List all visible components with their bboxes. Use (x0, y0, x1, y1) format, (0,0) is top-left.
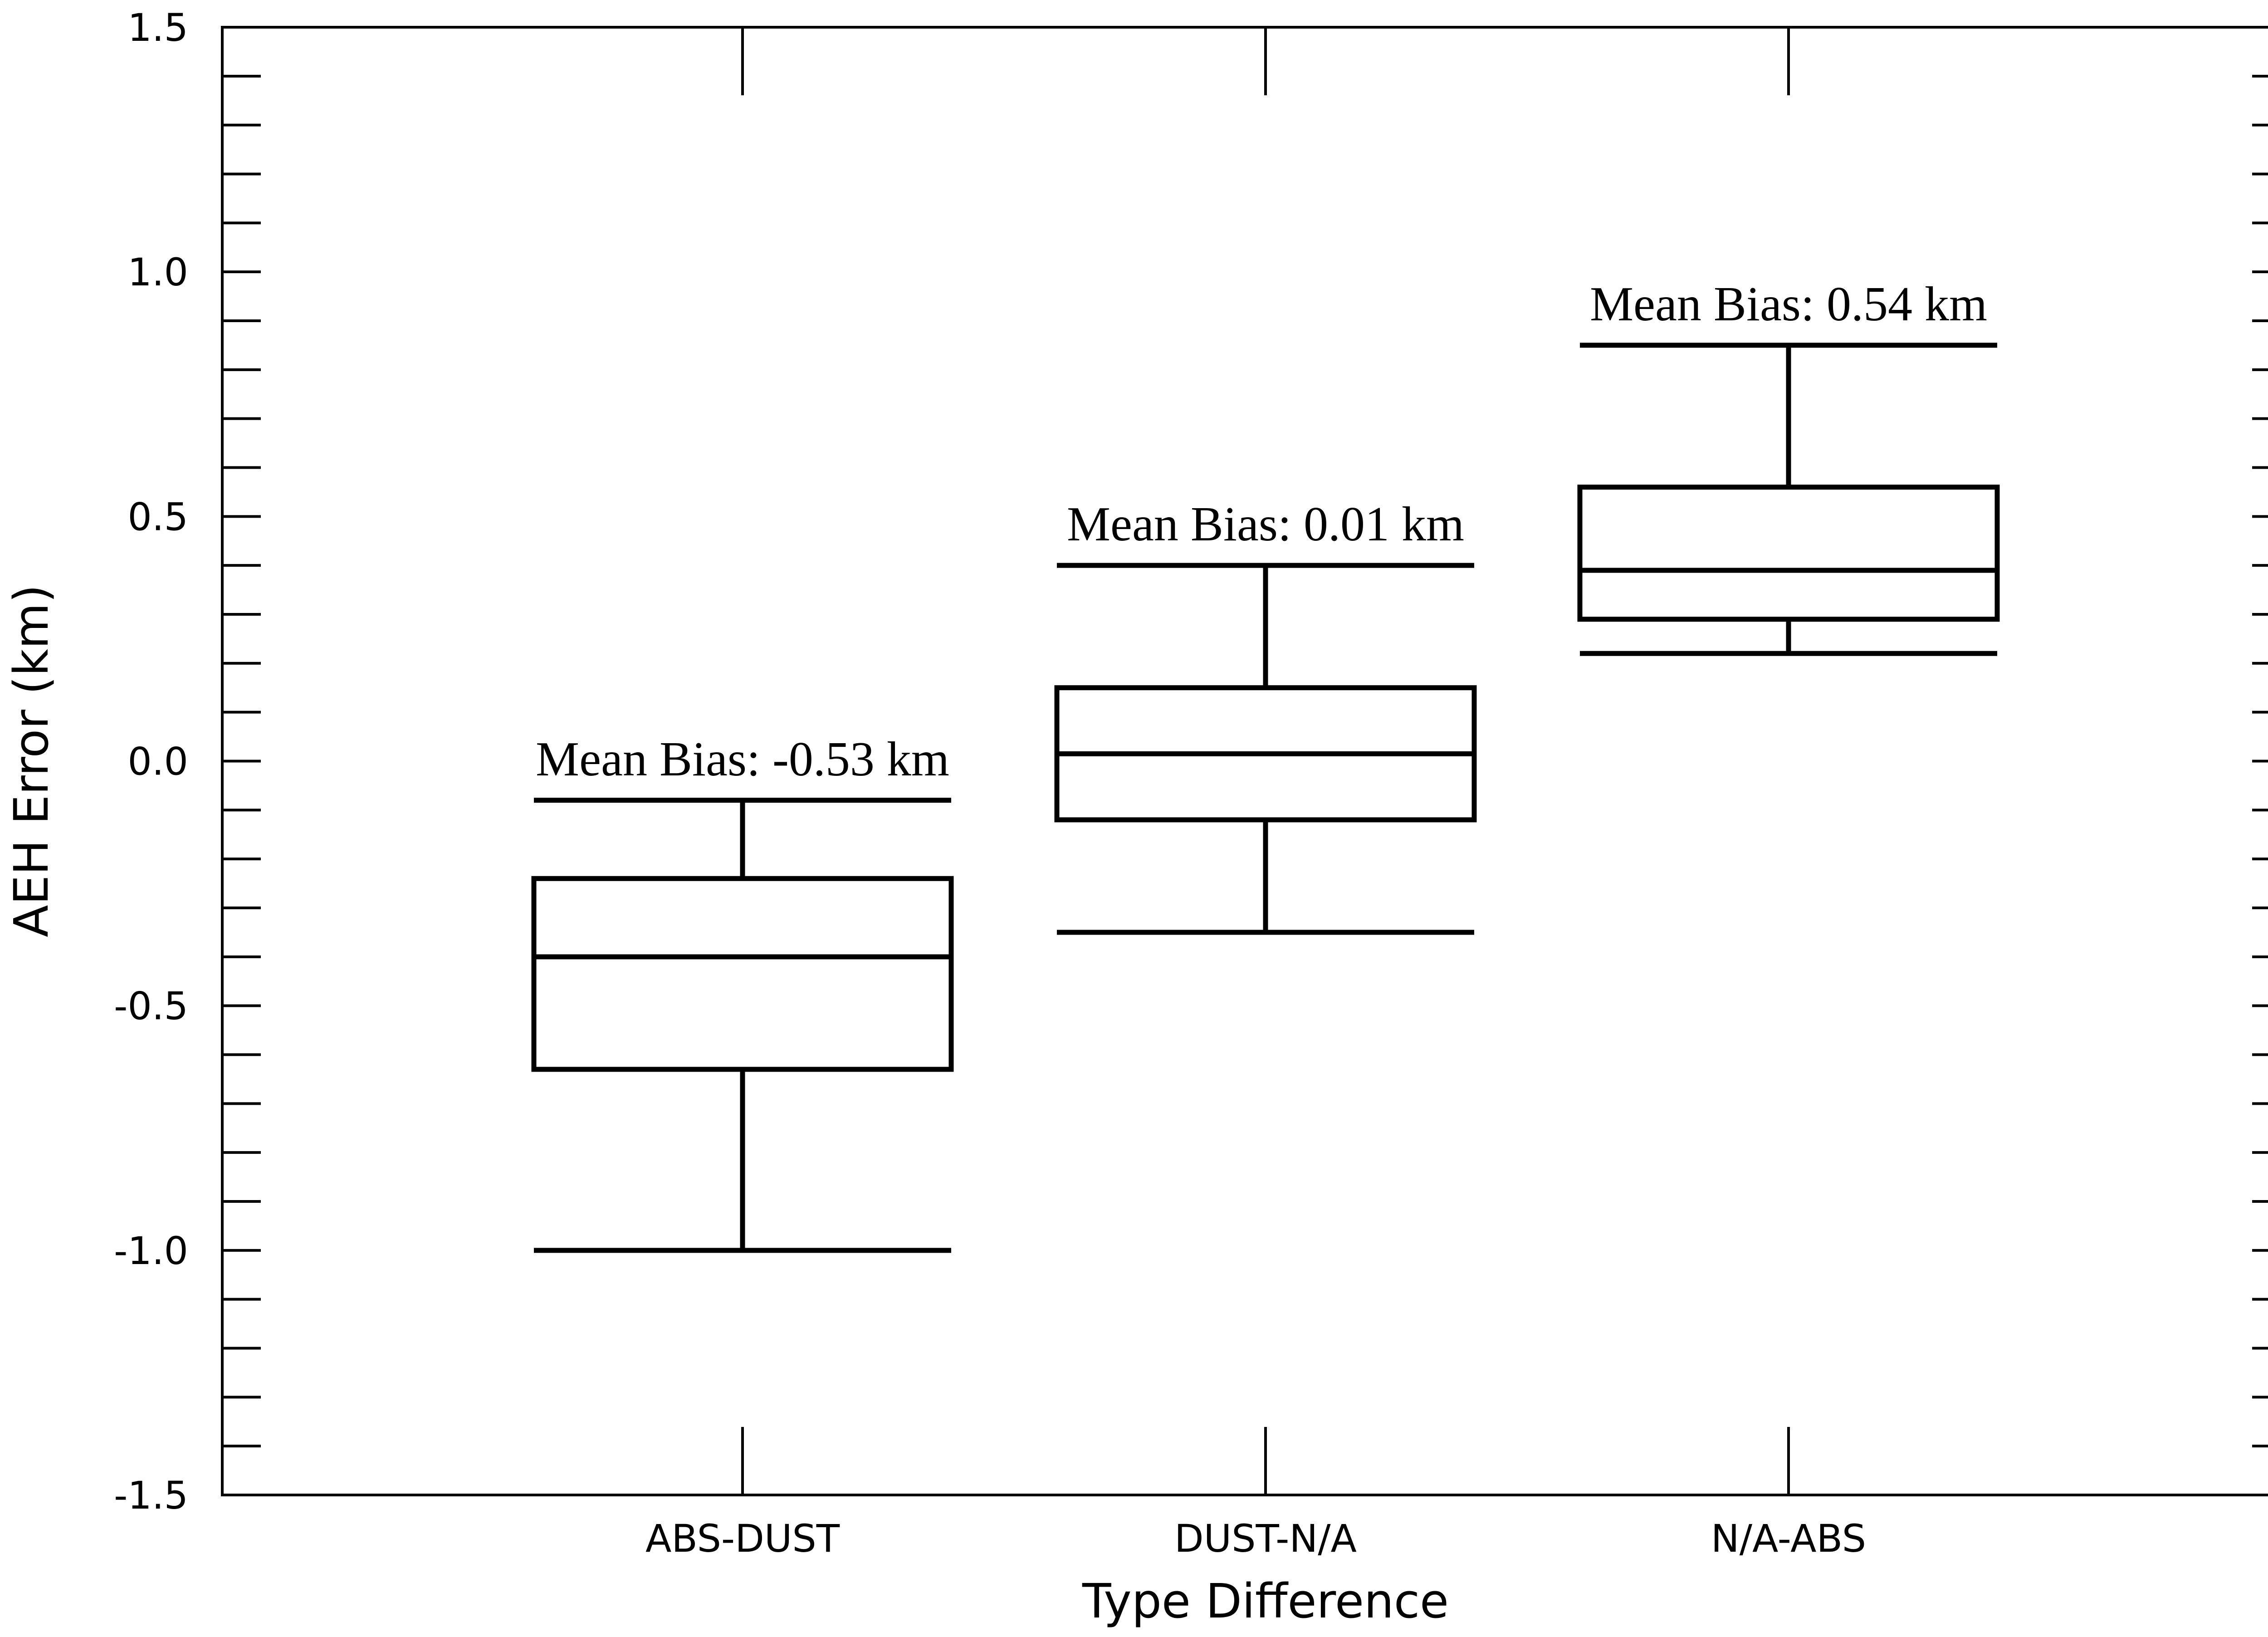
box-dust-n-a: Mean Bias: 0.01 km (1054, 497, 1477, 935)
mean-bias-annotation: Mean Bias: -0.53 km (536, 732, 949, 786)
plot-frame (221, 26, 2268, 1496)
x-axis-title: Type Difference (1082, 1573, 1449, 1629)
y-tick-label: -0.5 (114, 984, 188, 1029)
y-tick-label: 1.5 (127, 5, 188, 50)
x-tick-label: ABS-DUST (645, 1516, 840, 1561)
y-tick-label: 0.5 (127, 495, 188, 539)
mean-bias-annotation: Mean Bias: 0.54 km (1590, 277, 1987, 331)
x-tick-label: N/A-ABS (1711, 1516, 1866, 1561)
y-tick-label: 0.0 (127, 740, 188, 784)
y-axis-title: AEH Error (km) (4, 584, 59, 937)
y-tick-labels: 1.5 1.0 0.5 0.0 -0.5 -1.0 -1.5 (114, 5, 188, 1518)
x-tick-label: DUST-N/A (1174, 1516, 1357, 1561)
box-series: Mean Bias: -0.53 km Mean Bias: 0.01 km Mea… (531, 277, 2000, 1253)
y-tick-label: -1.0 (114, 1229, 188, 1273)
mean-bias-annotation: Mean Bias: 0.01 km (1067, 497, 1464, 551)
box-n-a-abs: Mean Bias: 0.54 km (1577, 277, 2000, 656)
box-abs-dust: Mean Bias: -0.53 km (531, 732, 954, 1253)
y-tick-label: -1.5 (114, 1473, 188, 1518)
iqr-box (1577, 485, 2000, 622)
x-tick-labels: ABS-DUST DUST-N/A N/A-ABS (645, 1516, 1866, 1561)
y-tick-label: 1.0 (127, 250, 188, 294)
axis-ticks (222, 26, 2268, 1496)
iqr-box (531, 876, 954, 1072)
